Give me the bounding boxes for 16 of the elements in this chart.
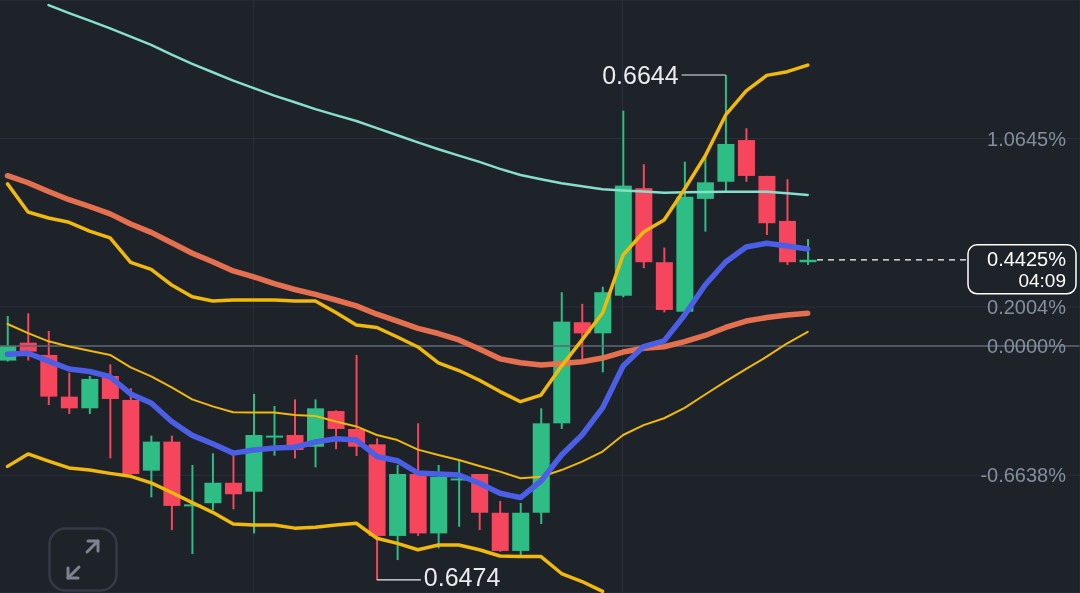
y-tick-label: 0.0000% bbox=[987, 334, 1067, 357]
line-series bbox=[5, 452, 605, 593]
text: 04:09 bbox=[1018, 270, 1066, 292]
line-series bbox=[6, 322, 809, 480]
ref-line-label: 0.4425% bbox=[987, 247, 1067, 270]
candlestick bbox=[60, 371, 78, 415]
y-tick-label: -0.6638% bbox=[980, 464, 1067, 487]
y-tick-label: 0.2004% bbox=[987, 295, 1067, 318]
candlestick bbox=[265, 404, 283, 457]
candlestick bbox=[204, 452, 222, 512]
annotation: 0.6644 bbox=[602, 61, 679, 89]
line-series bbox=[5, 63, 810, 404]
annotation: 0.6474 bbox=[423, 563, 501, 591]
candlestick bbox=[224, 454, 242, 511]
line-series bbox=[47, 3, 809, 197]
y-tick-label: 1.0645% bbox=[987, 127, 1067, 150]
